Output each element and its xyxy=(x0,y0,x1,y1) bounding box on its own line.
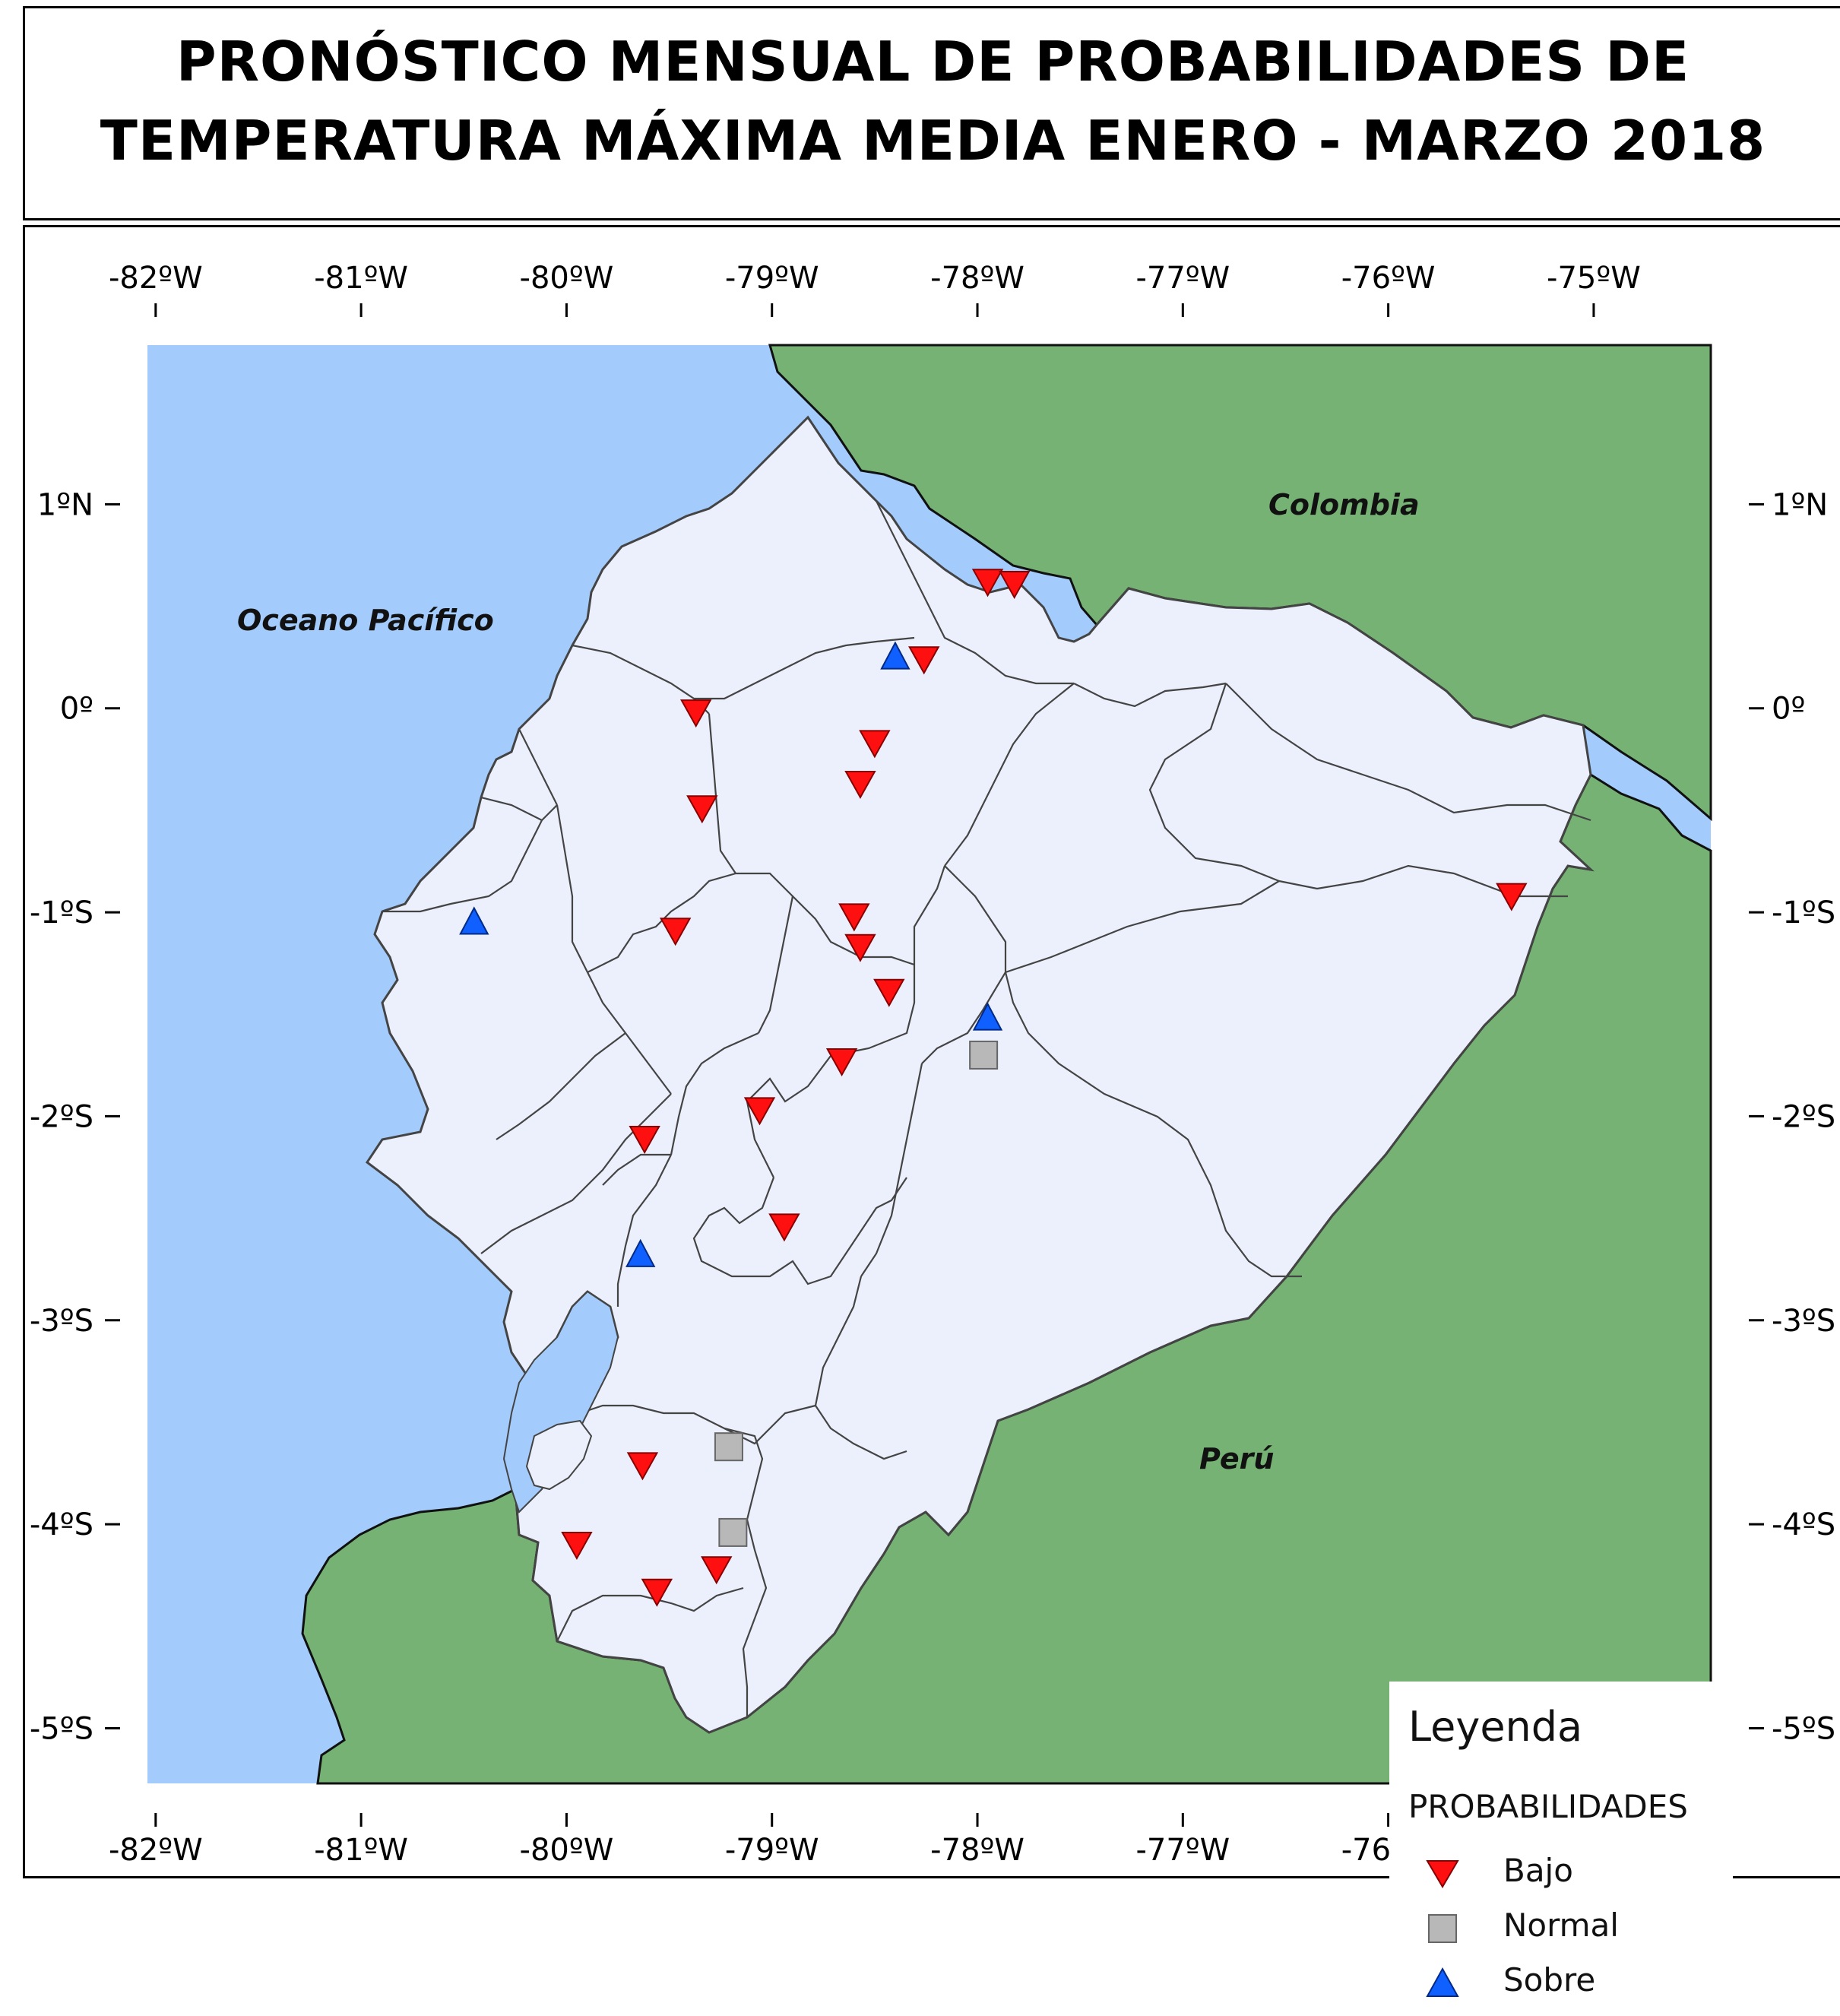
station-marker-bajo xyxy=(659,918,692,946)
station-marker-bajo xyxy=(641,1578,673,1607)
lon-tick-label-bottom: -77ºW xyxy=(1135,1833,1230,1868)
map-title-line-2: TEMPERATURA MÁXIMA MEDIA ENERO - MARZO 2… xyxy=(100,109,1766,173)
station-marker-bajo xyxy=(680,699,712,728)
legend-item-normal: Normal xyxy=(1408,1903,1728,1949)
map-frame: -82ºW -82ºW -81ºW -81ºW -80ºW -80ºW -79ºW -79ºW… xyxy=(23,225,1840,2016)
station-marker-normal xyxy=(969,1040,999,1070)
lon-tick-label-top: -80ºW xyxy=(520,261,614,296)
station-marker-bajo xyxy=(561,1532,593,1561)
legend-label-normal: Normal xyxy=(1503,1907,1619,1944)
lat-tick-label-left: -5ºS xyxy=(30,1712,93,1747)
lat-tick-label-left: -4ºS xyxy=(30,1507,93,1542)
triangle-up-icon xyxy=(1426,1967,1459,1997)
station-marker-bajo xyxy=(686,795,718,824)
legend-item-sobre: Sobre xyxy=(1408,1958,1728,2004)
label-colombia: Colombia xyxy=(1268,488,1420,521)
station-marker-bajo xyxy=(844,934,876,962)
label-ocean: Oceano Pacífico xyxy=(237,604,494,637)
station-marker-sobre xyxy=(459,906,489,935)
ecuador-area xyxy=(365,415,1595,1734)
lon-tick-label-bottom: -79ºW xyxy=(725,1833,819,1868)
station-marker-bajo xyxy=(629,1125,660,1155)
lat-tick-label-left: -2ºS xyxy=(30,1099,93,1134)
lon-tick-label-bottom: -81ºW xyxy=(314,1833,408,1868)
legend-label-bajo: Bajo xyxy=(1503,1852,1573,1889)
lon-tick-label-bottom: -82ºW xyxy=(109,1833,203,1868)
lat-tick-label-right: -5ºS xyxy=(1772,1712,1835,1747)
station-marker-bajo xyxy=(701,1556,733,1585)
legend-item-bajo: Bajo xyxy=(1408,1849,1728,1894)
square-icon xyxy=(1428,1914,1457,1943)
station-marker-bajo xyxy=(998,570,1031,600)
station-marker-bajo xyxy=(825,1048,858,1077)
station-marker-normal xyxy=(714,1432,743,1462)
lon-tick-label-top: -76ºW xyxy=(1341,261,1436,296)
station-marker-bajo xyxy=(844,770,876,800)
lon-tick-label-top: -81ºW xyxy=(314,261,408,296)
station-marker-sobre xyxy=(625,1238,656,1267)
station-marker-bajo xyxy=(743,1097,776,1126)
legend-label-sobre: Sobre xyxy=(1503,1961,1596,1999)
lon-tick-label-top: -82ºW xyxy=(109,261,203,296)
station-marker-bajo xyxy=(908,646,940,675)
legend-subtitle: PROBABILIDADES xyxy=(1408,1788,1688,1825)
legend: Leyenda PROBABILIDADES Bajo Normal Sobre xyxy=(1389,1682,1733,2016)
lon-tick-label-bottom: -78ºW xyxy=(930,1833,1025,1868)
lat-tick-label-right: -1ºS xyxy=(1772,895,1835,930)
puna-island xyxy=(525,1419,593,1491)
station-marker-bajo xyxy=(768,1213,800,1242)
lat-tick-label-right: -4ºS xyxy=(1772,1507,1835,1542)
lat-tick-label-left: -1ºS xyxy=(30,895,93,930)
axis-ticks: -82ºW -82ºW -81ºW -81ºW -80ºW -80ºW -79ºW -79ºW… xyxy=(30,261,1835,1868)
triangle-down-icon xyxy=(1426,1860,1459,1888)
station-marker-bajo xyxy=(859,730,891,759)
station-marker-sobre xyxy=(880,641,910,670)
lat-tick-label-right: -3ºS xyxy=(1772,1304,1835,1339)
station-marker-bajo xyxy=(873,978,905,1007)
lon-tick-label-top: -77ºW xyxy=(1135,261,1230,296)
legend-title: Leyenda xyxy=(1408,1703,1583,1751)
label-peru: Perú xyxy=(1199,1442,1274,1476)
station-marker-sobre xyxy=(972,1002,1003,1031)
lat-tick-label-left: 0º xyxy=(60,692,93,727)
lat-tick-label-left: -3ºS xyxy=(30,1304,93,1339)
province-boundaries xyxy=(382,500,1591,1717)
title-box: PRONÓSTICO MENSUAL DE PROBABILIDADES DE … xyxy=(23,6,1840,220)
lon-tick-label-top: -79ºW xyxy=(725,261,819,296)
station-markers xyxy=(459,569,1528,1607)
lat-tick-label-right: 1ºN xyxy=(1772,487,1828,522)
lon-tick-label-top: -75ºW xyxy=(1547,261,1641,296)
station-marker-bajo xyxy=(838,903,870,932)
station-marker-bajo xyxy=(971,569,1004,598)
map-canvas[interactable]: -82ºW -82ºW -81ºW -81ºW -80ºW -80ºW -79ºW -79ºW… xyxy=(25,227,1840,1877)
station-marker-bajo xyxy=(626,1452,659,1481)
lat-tick-label-left: 1ºN xyxy=(37,487,93,522)
lon-tick-label-bottom: -80ºW xyxy=(520,1833,614,1868)
station-marker-bajo xyxy=(1496,883,1528,911)
lon-tick-label-top: -78ºW xyxy=(930,261,1025,296)
lat-tick-label-right: 0º xyxy=(1772,692,1805,727)
lat-tick-label-right: -2ºS xyxy=(1772,1099,1835,1134)
station-marker-normal xyxy=(718,1517,748,1547)
map-title-line-1: PRONÓSTICO MENSUAL DE PROBABILIDADES DE xyxy=(176,30,1690,94)
